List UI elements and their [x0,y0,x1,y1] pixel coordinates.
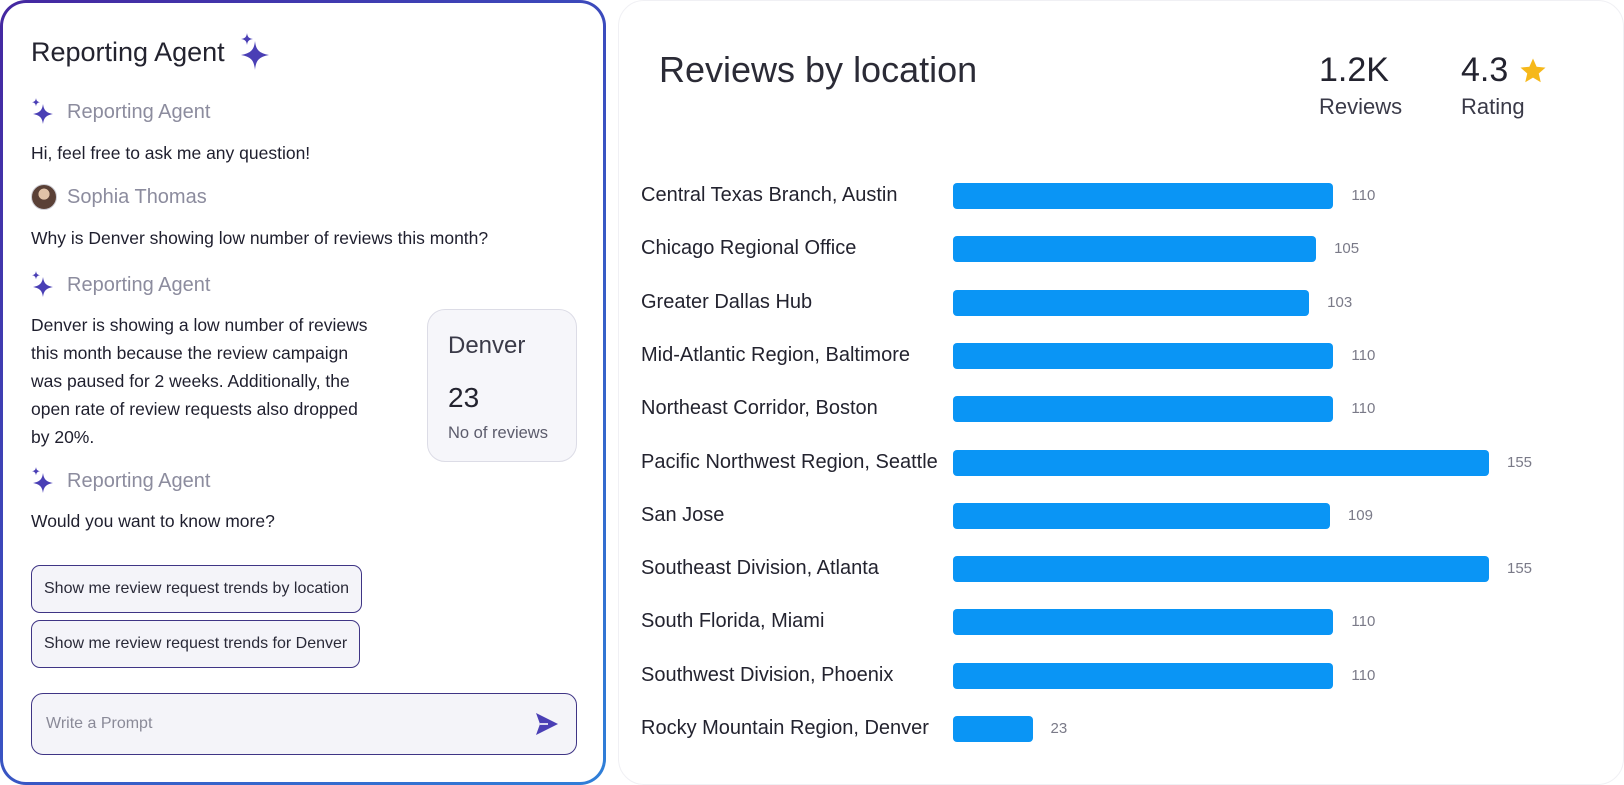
bar[interactable] [953,342,1334,369]
reviews-by-location-chart: Central Texas Branch, Austin 110 Chicago R… [619,1,1624,785]
message-author-agent: Reporting Agent [31,271,210,299]
message-author-user: Sophia Thomas [31,184,207,210]
bar-value-label: 110 [1351,400,1376,418]
location-label: Northeast Corridor, Boston [641,397,878,420]
bar-value-label: 155 [1507,560,1533,578]
stat-label: Reviews [1319,94,1403,119]
chat-panel: Reporting Agent Reporting Agent Hi, feel… [3,3,603,782]
location-label: Rocky Mountain Region, Denver [641,717,929,739]
location-label: Southwest Division, Phoenix [641,663,894,686]
bar[interactable] [953,396,1334,423]
bar[interactable] [953,449,1489,476]
stat-value: 4.3 [1461,51,1509,89]
avatar [31,184,57,210]
bar-value-label: 110 [1351,346,1376,364]
chat-title: Reporting Agent [31,33,273,71]
message-line: by 20%. [31,427,95,447]
message-line: open rate of review requests also droppe… [31,399,358,419]
suggestion-button-trends-for-denver[interactable]: Show me review request trends for Denver [31,620,361,668]
bar-value-label: 105 [1334,240,1360,258]
location-label: Central Texas Branch, Austin [641,184,898,206]
sparkle-icon [32,271,53,297]
location-label: Pacific Northwest Region, Seattle [641,450,938,473]
card-value: 23 [448,382,480,413]
message-text-multiline: Denver is showing a low number of review… [31,311,368,451]
message-text: Hi, feel free to ask me any question! [31,143,311,163]
report-panel: Reviews by location 1.2K Reviews 4.3 Rat… [618,0,1624,785]
card-title: Denver [448,332,526,359]
stat-label: Rating [1461,94,1525,119]
bar-value-label: 103 [1327,293,1353,311]
bar[interactable] [953,716,1033,742]
bar-value-label: 23 [1050,720,1068,737]
bar[interactable] [953,289,1310,316]
bar-value-label: 155 [1507,453,1533,471]
chat-panel-frame: Reporting Agent Reporting Agent Hi, feel… [0,0,606,785]
bar-value-label: 110 [1351,187,1376,204]
message-author-name: Sophia Thomas [67,185,207,208]
stat-reviews: 1.2K Reviews [1319,51,1402,120]
location-label: San Jose [641,503,725,526]
message-author-name: Reporting Agent [67,100,211,123]
bar[interactable] [953,236,1317,263]
bar-value-label: 110 [1351,666,1376,684]
message-author-agent: Reporting Agent [31,98,210,126]
bar-value-label: 109 [1347,506,1373,524]
bar[interactable] [953,502,1330,529]
stat-value: 1.2K [1319,51,1389,89]
message-line: Denver is showing a low number of review… [31,315,368,335]
send-icon[interactable] [534,711,560,737]
bar-value-label: 110 [1351,613,1376,631]
prompt-input[interactable] [46,715,534,733]
bar[interactable] [953,556,1489,583]
location-label: South Florida, Miami [641,610,825,633]
message-author-name: Reporting Agent [67,469,211,492]
bar[interactable] [953,662,1334,689]
star-icon [1520,58,1546,82]
message-text: Would you want to know more? [31,511,275,531]
sparkle-icon [32,98,53,124]
suggestion-button-trends-by-location[interactable]: Show me review request trends by locatio… [31,565,363,613]
message-author-agent: Reporting Agent [31,467,210,495]
prompt-box [31,693,577,755]
location-label: Mid-Atlantic Region, Baltimore [641,343,910,366]
bar[interactable] [953,609,1334,636]
stat-rating: 4.3 Rating [1461,51,1548,120]
card-label: No of reviews [448,424,548,442]
message-line: this month because the review campaign [31,343,349,363]
message-line: was paused for 2 weeks. Additionally, th… [31,371,350,391]
location-label: Southeast Division, Atlanta [641,557,879,580]
location-label: Chicago Regional Office [641,237,857,260]
message-author-name: Reporting Agent [67,273,211,296]
sparkle-icon [32,467,53,493]
message-text: Why is Denver showing low number of revi… [31,228,489,248]
report-title: Reviews by location [659,49,978,90]
location-label: Greater Dallas Hub [641,290,813,313]
stat-value-row: 4.3 [1461,51,1548,90]
chat-title-text: Reporting Agent [31,36,225,67]
denver-summary-card: Denver 23 No of reviews [427,309,577,462]
bar[interactable] [953,183,1334,209]
sparkle-icon [240,33,269,70]
